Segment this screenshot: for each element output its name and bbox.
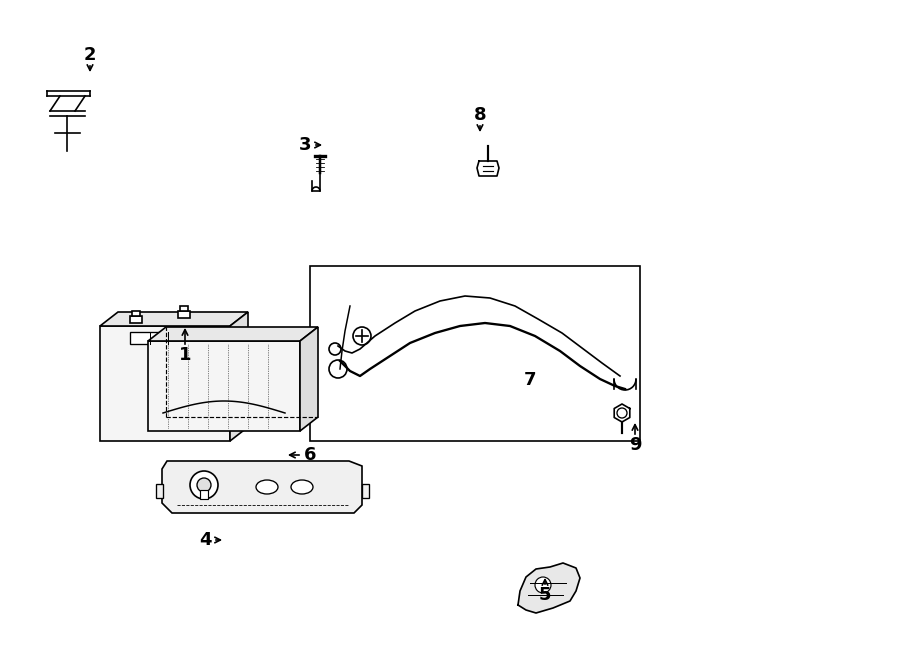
Polygon shape xyxy=(518,563,580,613)
Bar xyxy=(148,341,300,431)
Bar xyxy=(310,266,640,441)
Bar xyxy=(362,484,369,498)
Text: 8: 8 xyxy=(473,106,486,124)
Bar xyxy=(131,311,140,315)
Circle shape xyxy=(353,327,371,345)
Bar xyxy=(178,311,190,319)
Circle shape xyxy=(329,360,347,378)
Circle shape xyxy=(535,577,551,593)
Circle shape xyxy=(197,478,211,492)
Bar xyxy=(130,315,141,323)
Polygon shape xyxy=(230,312,248,441)
Text: 4: 4 xyxy=(199,531,212,549)
Text: 9: 9 xyxy=(629,436,641,454)
Text: 1: 1 xyxy=(179,346,191,364)
Ellipse shape xyxy=(256,480,278,494)
Bar xyxy=(180,306,188,311)
Circle shape xyxy=(329,343,341,355)
Text: 2: 2 xyxy=(84,46,96,64)
Bar xyxy=(156,484,163,498)
Polygon shape xyxy=(100,312,248,326)
Text: 6: 6 xyxy=(304,446,316,464)
Ellipse shape xyxy=(291,480,313,494)
Text: 3: 3 xyxy=(299,136,311,154)
Polygon shape xyxy=(162,461,362,513)
Text: 5: 5 xyxy=(539,586,551,604)
Circle shape xyxy=(617,408,627,418)
Polygon shape xyxy=(148,327,318,341)
Text: 7: 7 xyxy=(524,371,536,389)
Polygon shape xyxy=(300,327,318,431)
Bar xyxy=(100,326,230,441)
Circle shape xyxy=(190,471,218,499)
Bar xyxy=(200,490,208,499)
Bar xyxy=(130,332,190,344)
